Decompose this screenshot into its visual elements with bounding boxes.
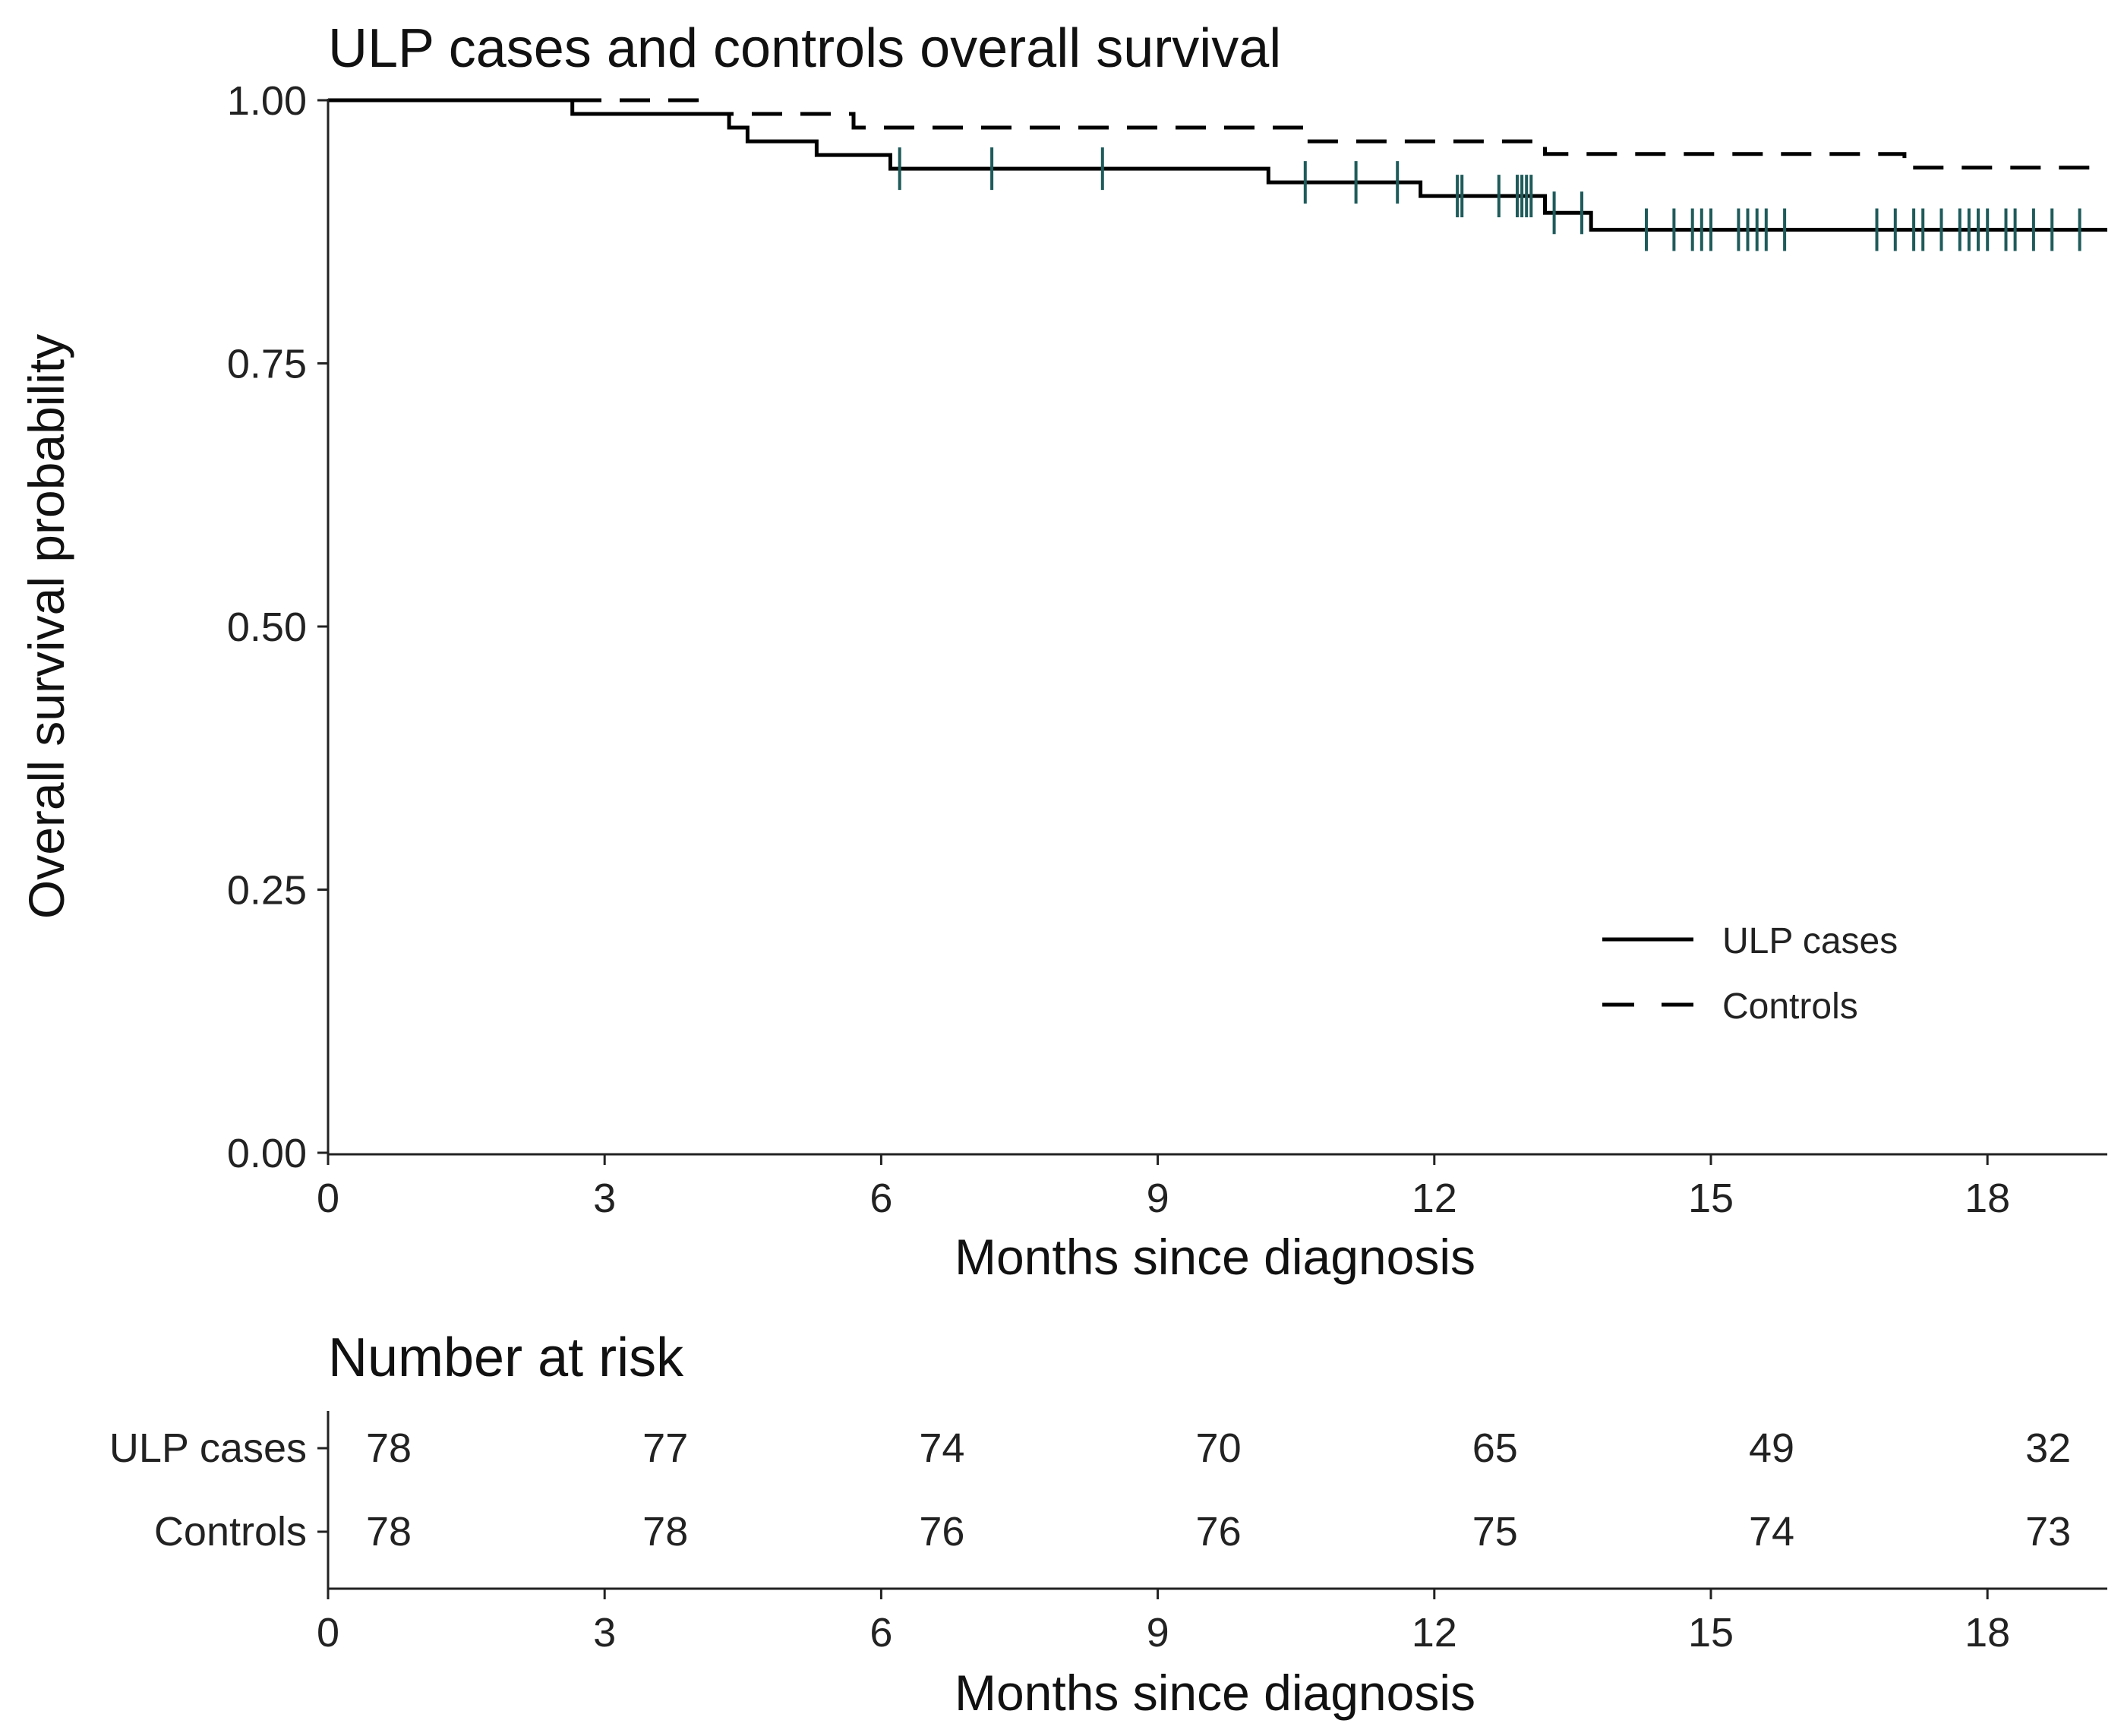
risk-x-tick-label: 18 (1965, 1610, 2010, 1656)
x-tick-label: 12 (1412, 1176, 1457, 1221)
y-axis-title: Overall survival probability (18, 334, 74, 919)
km-curves (328, 98, 2107, 232)
risk-value-ulp-cases: 74 (919, 1425, 964, 1471)
risk-value-controls: 78 (366, 1509, 412, 1555)
x-tick-label: 0 (317, 1176, 339, 1221)
chart-title: ULP cases and controls overall survival (328, 18, 1281, 79)
risk-value-ulp-cases: 78 (366, 1425, 412, 1471)
x-tick-label: 9 (1147, 1176, 1169, 1221)
risk-value-ulp-cases: 65 (1472, 1425, 1518, 1471)
risk-value-controls: 74 (1749, 1509, 1794, 1555)
risk-x-tick-label: 9 (1147, 1610, 1169, 1656)
risk-x-tick-label: 3 (593, 1610, 616, 1656)
x-tick-label: 6 (869, 1176, 892, 1221)
risk-x-tick-label: 12 (1412, 1610, 1457, 1656)
risk-table-title: Number at risk (328, 1327, 684, 1388)
risk-value-ulp-cases: 32 (2025, 1425, 2071, 1471)
x-axis-ticks: 0 3 6 9 12 15 18 (317, 1154, 2010, 1221)
x-tick-label: 18 (1965, 1176, 2010, 1221)
risk-value-controls: 73 (2025, 1509, 2071, 1555)
risk-x-tick-label: 6 (869, 1610, 892, 1656)
y-tick-label: 1.00 (227, 78, 307, 124)
series-line-controls (328, 98, 2107, 170)
risk-value-controls: 76 (1196, 1509, 1242, 1555)
legend-label-controls: Controls (1722, 986, 1858, 1027)
legend-label-ulp-cases: ULP cases (1722, 921, 1898, 961)
risk-row-label-controls: Controls (154, 1509, 307, 1555)
risk-x-axis-ticks: 0 3 6 9 12 15 18 (317, 1589, 2010, 1656)
risk-x-axis-title: Months since diagnosis (955, 1665, 1475, 1721)
risk-rows: ULP cases 78 77 74 70 65 49 32 Controls 78 78 76 76 7… (109, 1425, 2071, 1555)
x-axis-title: Months since diagnosis (955, 1229, 1475, 1285)
risk-value-controls: 76 (919, 1509, 964, 1555)
y-tick-label: 0.00 (227, 1131, 307, 1176)
risk-value-ulp-cases: 70 (1196, 1425, 1242, 1471)
risk-value-ulp-cases: 49 (1749, 1425, 1794, 1471)
risk-value-controls: 78 (642, 1509, 688, 1555)
x-tick-label: 3 (593, 1176, 616, 1221)
risk-value-ulp-cases: 77 (642, 1425, 688, 1471)
y-tick-label: 0.50 (227, 604, 307, 650)
series-line-ulp-cases (328, 98, 2107, 232)
risk-x-tick-label: 15 (1688, 1610, 1734, 1656)
km-censor-marks (898, 147, 2081, 251)
risk-row-label-ulp-cases: ULP cases (109, 1425, 307, 1471)
km-plot: ULP cases and controls overall survival … (18, 18, 2107, 1285)
risk-table: Number at risk ULP cases 78 77 74 70 65 49 32 Co… (109, 1327, 2107, 1721)
risk-value-controls: 75 (1472, 1509, 1518, 1555)
risk-x-tick-label: 0 (317, 1610, 339, 1656)
y-tick-label: 0.75 (227, 342, 307, 387)
x-tick-label: 15 (1688, 1176, 1734, 1221)
legend: ULP cases Controls (1602, 921, 1898, 1027)
y-tick-label: 0.25 (227, 868, 307, 914)
y-axis-ticks: 0.00 0.25 0.50 0.75 1.00 (227, 78, 328, 1176)
